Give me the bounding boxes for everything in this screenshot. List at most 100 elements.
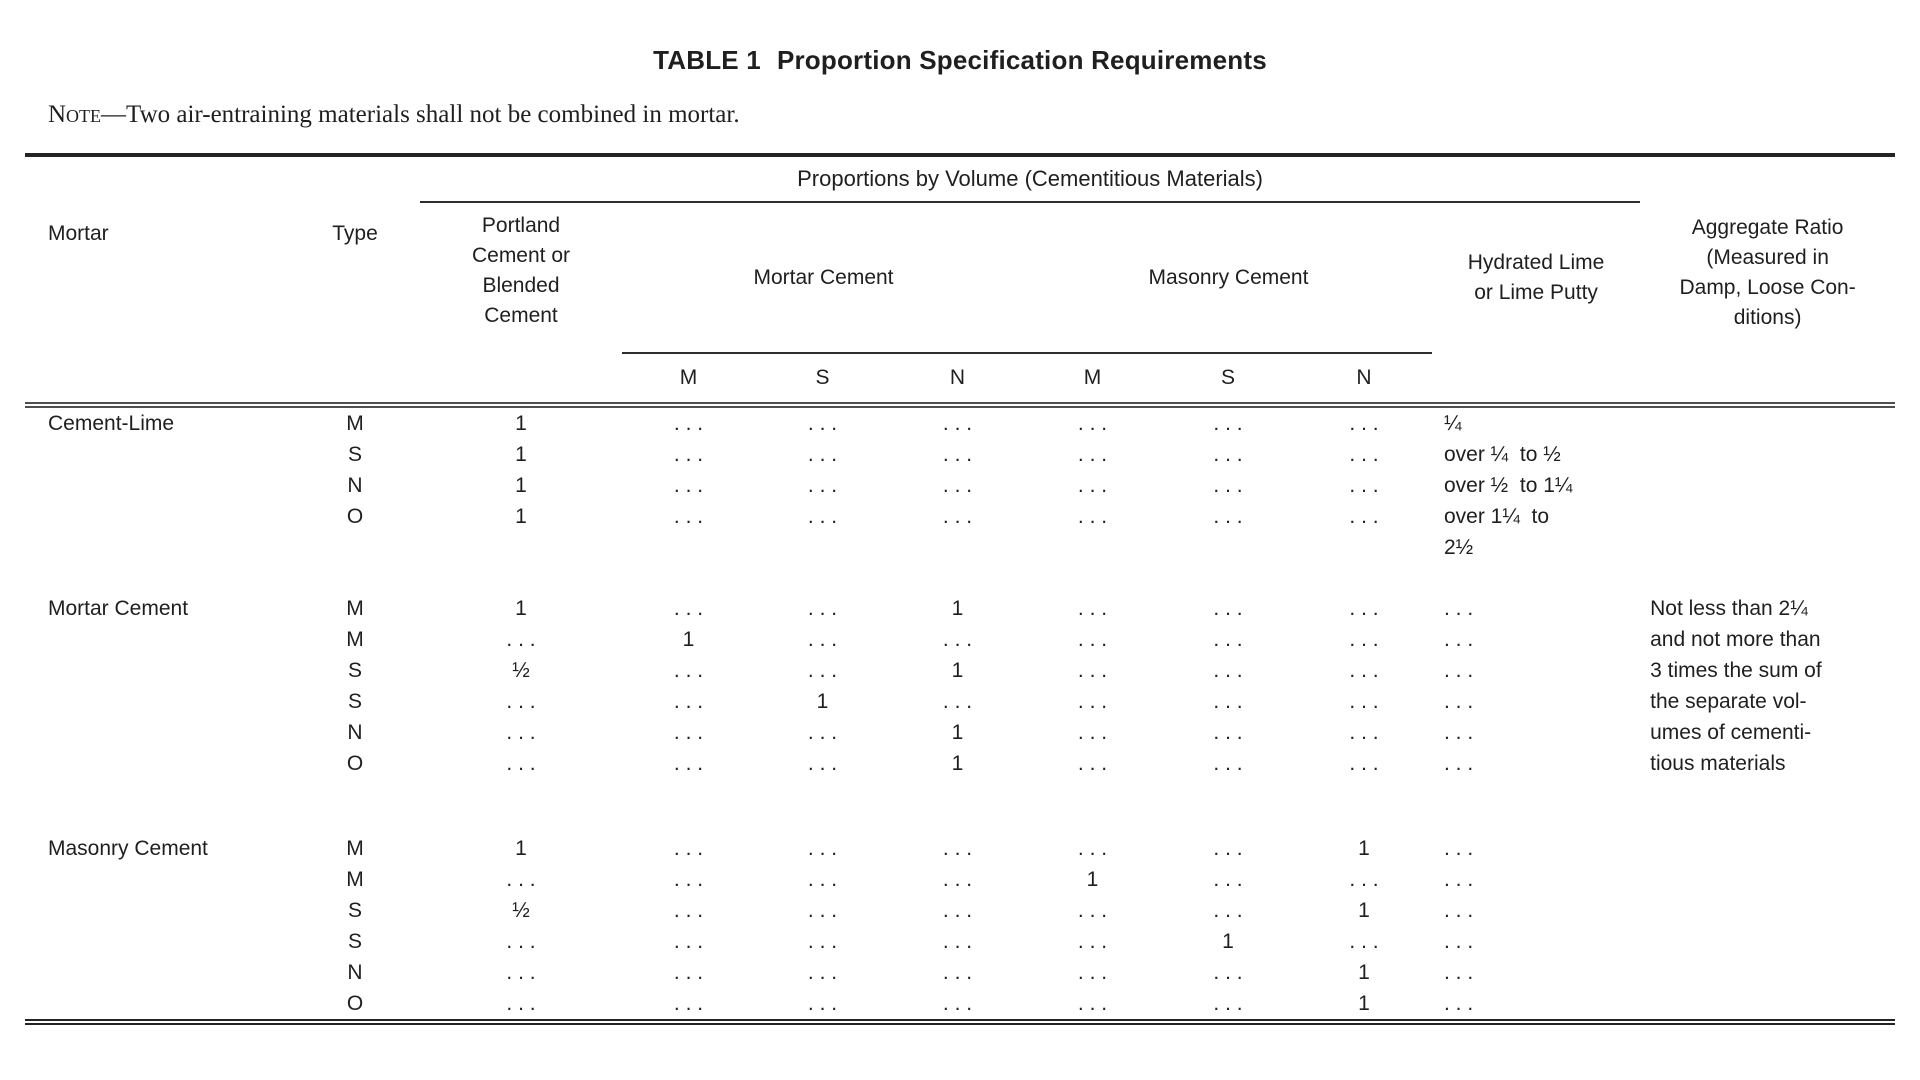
mortar-cement-s-cell: . . . xyxy=(807,837,838,860)
type-cell: M xyxy=(346,412,364,435)
mortar-cement-s-cell: . . . xyxy=(807,930,838,953)
masonry-cement-m-cell: . . . xyxy=(1077,412,1108,435)
masonry-cement-s-cell: 1 xyxy=(1222,930,1234,953)
masonry-cement-m-cell: . . . xyxy=(1077,597,1108,620)
lime-cell: . . . xyxy=(1444,690,1474,713)
aggregate-cell xyxy=(1640,439,1895,470)
portland-cell: . . . xyxy=(506,721,536,744)
mortar-cement-n-cell: . . . xyxy=(942,837,973,860)
portland-cell: 1 xyxy=(515,443,527,466)
table-row: S ½ . . . . . . . . . . . . . . . 1 . . … xyxy=(25,895,1895,926)
section-label-cell xyxy=(25,957,290,988)
masonry-cement-n-cell: . . . xyxy=(1349,690,1379,713)
note-text: —Two air-entraining materials shall not … xyxy=(101,101,740,128)
header-type: Type xyxy=(290,155,420,408)
lime-cell: ¼ xyxy=(1444,412,1462,435)
header-aggregate-ratio: Aggregate Ratio (Measured in Damp, Loose… xyxy=(1640,155,1896,408)
table-row: S . . . . . . 1 . . . . . . . . . . . . … xyxy=(25,686,1895,717)
type-cell: M xyxy=(346,868,364,891)
mortar-cement-m-cell: . . . xyxy=(673,659,704,682)
subcol-spacer xyxy=(1432,353,1641,408)
mortar-cement-n-cell: . . . xyxy=(942,868,973,891)
table-title-text: Proportion Specification Requirements xyxy=(776,45,1267,75)
header-mortar-cement-n: N xyxy=(890,353,1025,408)
lime-cell: over 1¼ to 2½ xyxy=(1444,505,1550,559)
table-title: TABLE 1 Proportion Specification Requirem… xyxy=(25,44,1895,76)
mortar-cement-m-cell: . . . xyxy=(673,868,704,891)
masonry-cement-n-cell: . . . xyxy=(1349,474,1379,497)
mortar-cement-n-cell: . . . xyxy=(942,899,973,922)
table-row: N 1 . . . . . . . . . . . . . . . . . . … xyxy=(25,470,1895,501)
mortar-cement-s-cell: . . . xyxy=(807,868,838,891)
note-label: Note xyxy=(48,101,102,128)
section-spacer xyxy=(25,779,1895,833)
table-row: N . . . . . . . . . 1 . . . . . . . . . … xyxy=(25,717,1895,748)
mortar-cement-s-cell: . . . xyxy=(807,412,838,435)
masonry-cement-n-cell: . . . xyxy=(1349,412,1379,435)
masonry-cement-m-cell: . . . xyxy=(1077,474,1108,497)
section-label-cell xyxy=(25,926,290,957)
lime-cell: . . . xyxy=(1444,752,1474,775)
type-cell: S xyxy=(347,899,362,922)
masonry-cement-s-cell: . . . xyxy=(1213,961,1243,984)
masonry-cement-m-cell: . . . xyxy=(1077,992,1108,1015)
type-cell: S xyxy=(347,659,362,682)
portland-cell: . . . xyxy=(506,992,536,1015)
portland-cell: . . . xyxy=(506,930,536,953)
spacer-cell xyxy=(25,563,1895,593)
section-label-cell xyxy=(25,501,290,563)
mortar-cement-m-cell: . . . xyxy=(673,597,704,620)
lime-cell: over ¼ to ½ xyxy=(1444,443,1561,466)
table-row: M . . . 1 . . . . . . . . . . . . . . . … xyxy=(25,624,1895,655)
span-header-row: Mortar Type Proportions by Volume (Cemen… xyxy=(25,155,1896,408)
mortar-cement-n-cell: . . . xyxy=(942,930,973,953)
type-cell: O xyxy=(346,992,364,1015)
aggregate-cell xyxy=(1640,864,1895,895)
type-cell: S xyxy=(347,443,362,466)
lime-cell: . . . xyxy=(1444,961,1474,984)
table-body: Cement-Lime M 1 . . . . . . . . . . . . … xyxy=(25,405,1895,1022)
masonry-cement-m-cell: . . . xyxy=(1077,628,1108,651)
masonry-cement-n-cell: . . . xyxy=(1349,597,1379,620)
mortar-cement-n-cell: . . . xyxy=(942,961,973,984)
section-label-cell xyxy=(25,988,290,1022)
portland-cell: . . . xyxy=(506,628,536,651)
mortar-cement-n-cell: . . . xyxy=(942,628,973,651)
masonry-cement-n-cell: . . . xyxy=(1349,752,1379,775)
header-masonry-cement-m: M xyxy=(1025,353,1160,408)
aggregate-cell xyxy=(1640,833,1895,864)
table-row: O . . . . . . . . . 1 . . . . . . . . . … xyxy=(25,748,1895,779)
portland-cell: . . . xyxy=(506,690,536,713)
mortar-cement-s-cell: . . . xyxy=(807,443,838,466)
mortar-cement-s-cell: . . . xyxy=(807,992,838,1015)
section-label-cell xyxy=(25,624,290,655)
masonry-cement-m-cell: . . . xyxy=(1077,505,1108,528)
masonry-cement-n-cell: 1 xyxy=(1358,899,1370,922)
mortar-cement-n-cell: . . . xyxy=(942,412,973,435)
type-cell: N xyxy=(347,961,363,984)
portland-cell: ½ xyxy=(512,659,530,682)
portland-cell: 1 xyxy=(515,412,527,435)
table-row: S 1 . . . . . . . . . . . . . . . . . . … xyxy=(25,439,1895,470)
mortar-cement-m-cell: . . . xyxy=(673,412,704,435)
type-cell: N xyxy=(347,721,363,744)
document-page: TABLE 1 Proportion Specification Requirem… xyxy=(25,0,1896,1025)
section-label-cell: Masonry Cement xyxy=(48,837,208,860)
type-cell: O xyxy=(346,752,364,775)
section-label-cell: Cement-Lime xyxy=(48,412,175,435)
table-header: Mortar Type Proportions by Volume (Cemen… xyxy=(25,155,1896,408)
portland-cell: . . . xyxy=(506,868,536,891)
mortar-cement-s-cell: . . . xyxy=(807,659,838,682)
table-row: M . . . . . . . . . . . . 1 . . . . . . … xyxy=(25,864,1895,895)
portland-cell: 1 xyxy=(515,837,527,860)
masonry-cement-s-cell: . . . xyxy=(1213,628,1243,651)
lime-cell: . . . xyxy=(1444,659,1474,682)
lime-cell: . . . xyxy=(1444,868,1474,891)
mortar-cement-s-cell: . . . xyxy=(807,505,838,528)
masonry-cement-m-cell: . . . xyxy=(1077,443,1108,466)
portland-cell: ½ xyxy=(512,899,530,922)
subcolumn-header-row: M S N M S N xyxy=(25,353,1895,408)
group-header-row: Portland Cement or Blended Cement Mortar… xyxy=(25,202,1895,354)
masonry-cement-n-cell: . . . xyxy=(1349,721,1379,744)
type-cell: N xyxy=(347,474,363,497)
